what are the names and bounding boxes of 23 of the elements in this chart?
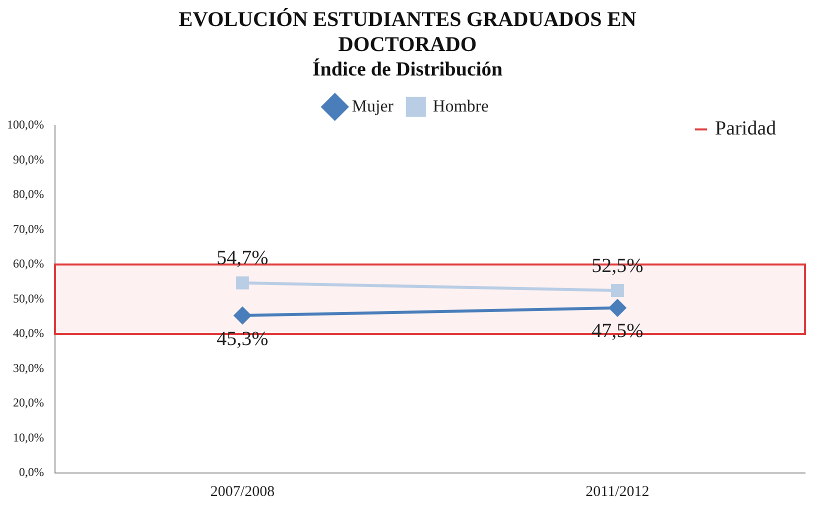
text: EVOLUCIÓN ESTUDIANTES GRADUADOS EN	[178, 7, 636, 32]
point	[236, 276, 249, 290]
y-tick-label: 30,0%	[12, 360, 44, 375]
legend-label: Mujer	[352, 96, 394, 116]
point	[609, 299, 626, 316]
y-tick-label: 50,0%	[12, 291, 44, 306]
y-tick-label: 70,0%	[12, 222, 44, 236]
y-tick-label: 20,0%	[12, 396, 44, 410]
y-tick-label: 60,0%	[12, 256, 44, 271]
chart-subtitle: Índice de Distribución	[312, 58, 503, 81]
legend-label: Hombre	[432, 96, 489, 116]
y-tick-label: 100,0%	[6, 118, 44, 132]
y-tick-label: 0,0%	[18, 465, 44, 480]
point	[611, 284, 624, 297]
y-tick-label: 90,0%	[12, 152, 44, 166]
text: DOCTORADO	[338, 32, 477, 56]
x-tick-label: 2011/2012	[586, 484, 650, 500]
point	[234, 307, 251, 324]
y-tick-label: 10,0%	[12, 430, 44, 444]
y-tick-label: 80,0%	[12, 187, 44, 202]
y-tick-label: 40,0%	[12, 326, 44, 340]
x-tick-label: 2007/2008	[210, 484, 275, 500]
legend-label: Paridad	[715, 118, 776, 140]
